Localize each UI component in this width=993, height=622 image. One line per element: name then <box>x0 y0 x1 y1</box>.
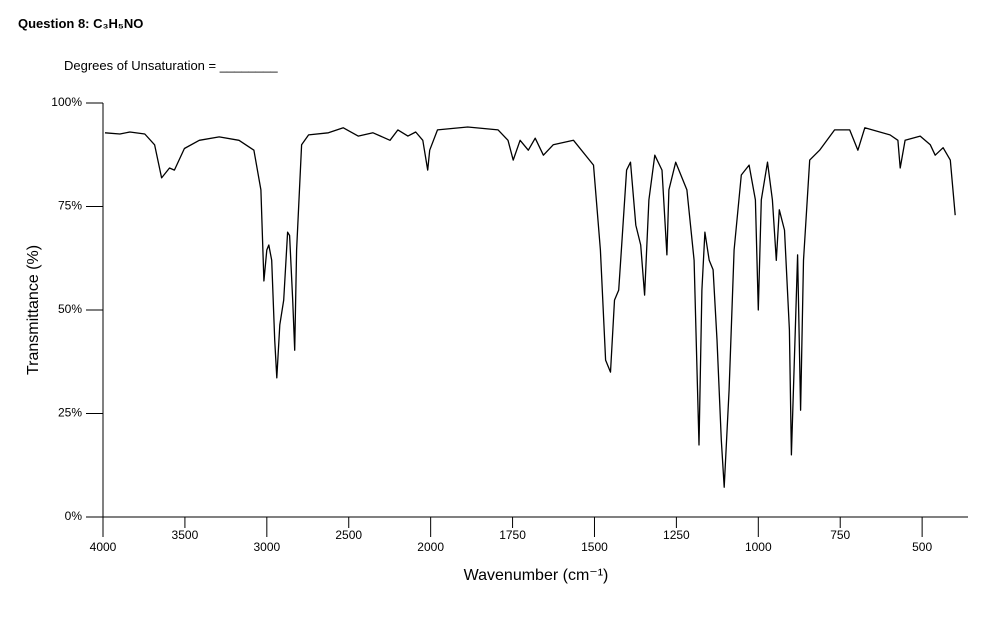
x-tick-label: 2000 <box>417 540 444 554</box>
x-tick-label: 500 <box>912 540 932 554</box>
spectrum-line <box>104 126 956 488</box>
y-tick-label: 75% <box>58 199 82 213</box>
x-tick-label: 4000 <box>90 540 117 554</box>
y-tick-label: 25% <box>58 406 82 420</box>
x-axis-label: Wavenumber (cm⁻¹) <box>464 567 609 584</box>
y-tick-label: 0% <box>65 509 83 523</box>
x-tick-label: 1000 <box>745 540 772 554</box>
x-tick-label: 3000 <box>253 540 280 554</box>
question-title: Question 8: C₃H₅NO <box>18 16 143 31</box>
y-tick-label: 100% <box>51 95 82 109</box>
x-tick-label: 2500 <box>335 528 362 542</box>
x-tick-label: 1500 <box>581 540 608 554</box>
subtitle: Degrees of Unsaturation = ________ <box>64 58 278 73</box>
x-tick-label: 750 <box>830 528 850 542</box>
y-tick-label: 50% <box>58 302 82 316</box>
x-tick-label: 1750 <box>499 528 526 542</box>
y-axis-label: Transmittance (%) <box>25 245 42 375</box>
x-tick-label: 1250 <box>663 528 690 542</box>
x-tick-label: 3500 <box>172 528 199 542</box>
